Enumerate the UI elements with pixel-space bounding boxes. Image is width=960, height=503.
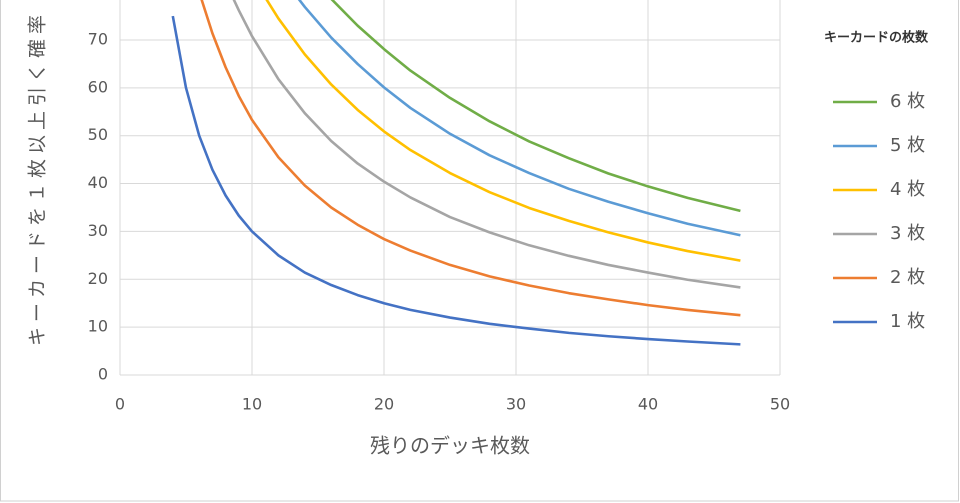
y-tick-label: 70 [88,29,108,48]
x-tick-label: 30 [506,395,526,414]
legend-label: 2 枚 [890,267,925,288]
x-tick-label: 0 [115,395,125,414]
legend-label: 1 枚 [890,311,925,332]
y-axis-label: キーカードを１枚以上引く確率 [27,10,49,346]
series-line [297,0,741,237]
series-line [232,0,741,289]
legend-label: 4 枚 [890,179,925,200]
x-axis-label: 残りのデッキ枚数 [370,434,530,458]
series-line [200,0,741,317]
x-tick-label: 50 [770,395,790,414]
series-line [171,15,741,346]
y-tick-label: 20 [88,269,108,288]
x-tick-label: 10 [242,395,262,414]
x-tick-label: 40 [638,395,658,414]
y-tick-label: 50 [88,125,108,144]
x-tick-label: 20 [374,395,394,414]
plot-area [171,0,741,346]
series-line [265,0,741,262]
legend-title: キーカードの枚数 [824,30,929,46]
legend-label: 6 枚 [890,91,925,112]
y-tick-label: 10 [88,317,108,336]
y-tick-label: 30 [88,221,108,240]
legend-label: 3 枚 [890,223,925,244]
legend-label: 5 枚 [890,135,925,156]
y-tick-label: 40 [88,173,108,192]
y-tick-label: 0 [98,365,108,384]
series-line [330,0,741,213]
y-tick-label: 60 [88,77,108,96]
